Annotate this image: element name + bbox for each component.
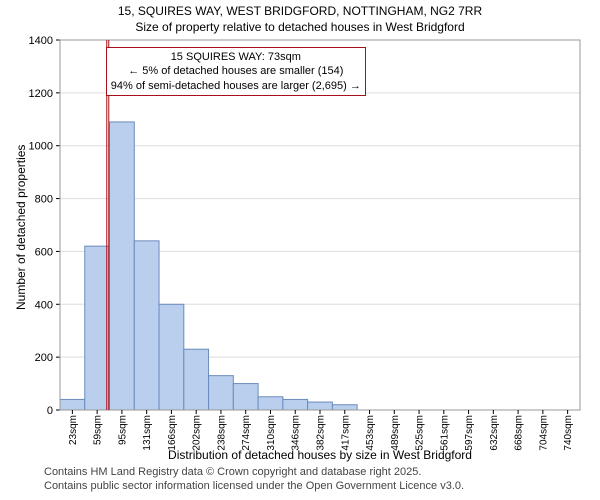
svg-text:346sqm: 346sqm bbox=[291, 415, 302, 451]
footer-line-2: Contains public sector information licen… bbox=[44, 480, 464, 494]
svg-text:95sqm: 95sqm bbox=[117, 415, 128, 445]
annotation-line-2: ← 5% of detached houses are smaller (154… bbox=[111, 64, 361, 78]
svg-text:1000: 1000 bbox=[29, 141, 53, 153]
svg-text:525sqm: 525sqm bbox=[415, 415, 426, 451]
svg-text:800: 800 bbox=[35, 194, 53, 206]
svg-text:310sqm: 310sqm bbox=[266, 415, 277, 451]
svg-text:597sqm: 597sqm bbox=[464, 415, 475, 451]
annotation-box: 15 SQUIRES WAY: 73sqm ← 5% of detached h… bbox=[106, 47, 366, 96]
svg-text:59sqm: 59sqm bbox=[93, 415, 104, 445]
svg-text:131sqm: 131sqm bbox=[142, 415, 153, 451]
footer-attribution: Contains HM Land Registry data © Crown c… bbox=[44, 466, 464, 494]
svg-text:202sqm: 202sqm bbox=[192, 415, 203, 451]
svg-text:1400: 1400 bbox=[29, 35, 53, 47]
svg-text:704sqm: 704sqm bbox=[538, 415, 549, 451]
svg-text:600: 600 bbox=[35, 246, 53, 258]
x-axis-title: Distribution of detached houses by size … bbox=[60, 448, 580, 462]
svg-text:632sqm: 632sqm bbox=[489, 415, 500, 451]
svg-text:166sqm: 166sqm bbox=[167, 415, 178, 451]
svg-text:561sqm: 561sqm bbox=[439, 415, 450, 451]
svg-text:238sqm: 238sqm bbox=[216, 415, 227, 451]
footer-line-1: Contains HM Land Registry data © Crown c… bbox=[44, 466, 464, 480]
svg-text:489sqm: 489sqm bbox=[390, 415, 401, 451]
svg-text:274sqm: 274sqm bbox=[241, 415, 252, 451]
svg-text:453sqm: 453sqm bbox=[365, 415, 376, 451]
svg-text:400: 400 bbox=[35, 299, 53, 311]
svg-text:0: 0 bbox=[47, 405, 53, 417]
chart-container: { "title": { "line1": "15, SQUIRES WAY, … bbox=[0, 0, 600, 500]
annotation-line-1: 15 SQUIRES WAY: 73sqm bbox=[111, 50, 361, 64]
svg-text:200: 200 bbox=[35, 352, 53, 364]
annotation-line-3: 94% of semi-detached houses are larger (… bbox=[111, 79, 361, 93]
svg-text:382sqm: 382sqm bbox=[316, 415, 327, 451]
y-axis-title: Number of detached properties bbox=[14, 145, 28, 310]
svg-text:668sqm: 668sqm bbox=[514, 415, 525, 451]
svg-text:740sqm: 740sqm bbox=[563, 415, 574, 451]
svg-text:417sqm: 417sqm bbox=[340, 415, 351, 451]
svg-text:1200: 1200 bbox=[29, 88, 53, 100]
svg-text:23sqm: 23sqm bbox=[68, 415, 79, 445]
